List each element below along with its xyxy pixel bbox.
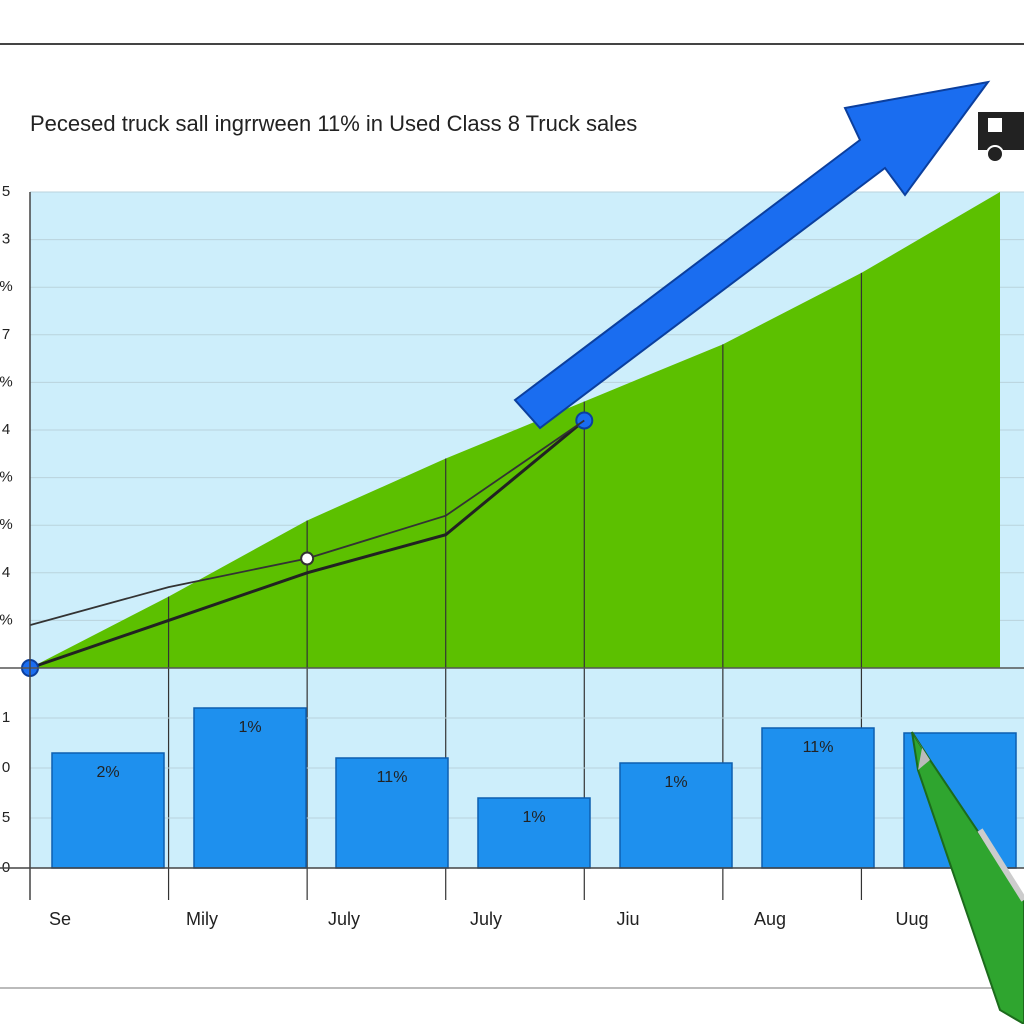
- bar-annotation: 2%: [96, 764, 119, 781]
- y-tick-label: %: [0, 516, 13, 533]
- y-tick-label: %: [0, 469, 13, 486]
- truck-icon: [978, 112, 1024, 163]
- y-tick-label: 0: [2, 759, 10, 776]
- trend-arrow: [513, 80, 991, 430]
- bar: [619, 762, 733, 869]
- bar-annotation: 1%: [664, 774, 687, 791]
- bar: [51, 752, 165, 869]
- bar-annotation: 11%: [803, 739, 834, 756]
- pen: [911, 731, 1024, 1024]
- y-tick-label: 4: [2, 421, 10, 438]
- y-tick-label: 3: [2, 231, 10, 248]
- y-tick-label: 5: [2, 183, 10, 200]
- y-tick-label: 5: [2, 809, 10, 826]
- area: [30, 192, 1000, 668]
- y-tick-label: 1: [2, 709, 10, 726]
- x-tick-label: Jiu: [616, 909, 639, 929]
- x-tick-label: Aug: [754, 909, 786, 929]
- y-tick-label: %: [0, 278, 13, 295]
- bar-annotation: 1%: [238, 719, 261, 736]
- x-tick-label: July: [470, 909, 502, 929]
- y-tick-label: %: [0, 611, 13, 628]
- y-tick-label: 4: [2, 564, 10, 581]
- line: [29, 419, 586, 670]
- point-marker: [300, 551, 315, 566]
- bar: [761, 727, 875, 869]
- bar: [335, 757, 449, 869]
- y-tick-label: %: [0, 373, 13, 390]
- x-tick-label: Mily: [186, 909, 218, 929]
- bar-annotation: 1%: [522, 809, 545, 826]
- y-tick-label: 7: [2, 326, 10, 343]
- x-tick-label: July: [328, 909, 360, 929]
- bar: [477, 797, 591, 869]
- x-tick-label: Se: [49, 909, 71, 929]
- chart-title: Pecesed truck sall ingrrween 11% in Used…: [30, 111, 637, 136]
- bar-annotation: 11%: [377, 769, 408, 786]
- bar: [193, 707, 307, 869]
- x-tick-label: Uug: [895, 909, 928, 929]
